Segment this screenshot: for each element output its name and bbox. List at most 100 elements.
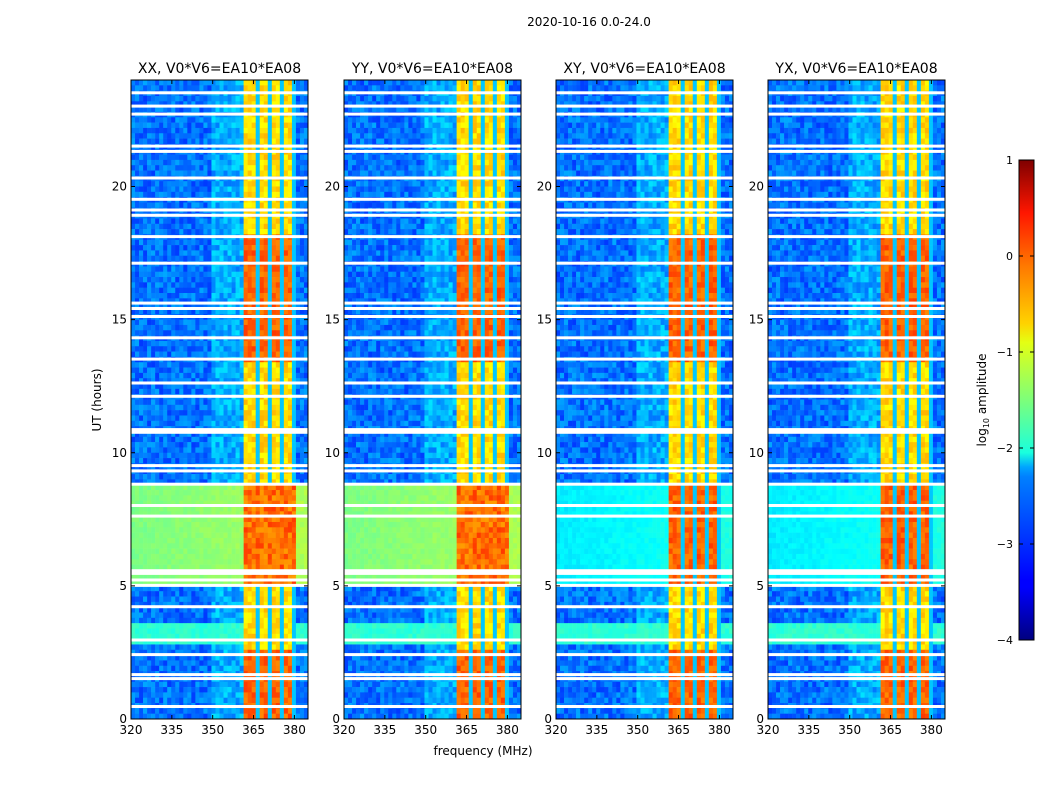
heatmap-cell	[267, 330, 273, 336]
heatmap-cell	[207, 580, 212, 587]
heatmap-cell	[151, 250, 156, 257]
heatmap-cell	[287, 617, 293, 624]
heatmap-cell	[135, 154, 140, 161]
heatmap-cell	[279, 591, 285, 597]
heatmap-cell	[195, 101, 200, 107]
heatmap-cell	[231, 585, 236, 592]
heatmap-cell	[171, 106, 176, 113]
heatmap-cell	[191, 639, 196, 645]
heatmap-cell	[211, 575, 216, 581]
heatmap-cell	[291, 106, 297, 113]
heatmap-cell	[251, 628, 256, 635]
heatmap-cell	[303, 601, 309, 608]
heatmap-cell	[191, 500, 196, 507]
heatmap-cell	[227, 628, 232, 635]
heatmap-cell	[251, 367, 256, 374]
heatmap-cell	[211, 681, 216, 688]
heatmap-cell	[163, 516, 168, 523]
heatmap-cell	[267, 127, 273, 134]
heatmap-cell	[227, 474, 232, 480]
heatmap-cell	[147, 383, 152, 390]
heatmap-cell	[259, 138, 265, 145]
heatmap-cell	[167, 474, 172, 480]
heatmap-cell	[243, 404, 248, 411]
heatmap-cell	[215, 106, 220, 113]
heatmap-cell	[243, 303, 248, 310]
heatmap-cell	[167, 277, 172, 283]
heatmap-cell	[147, 181, 152, 187]
heatmap-cell	[135, 324, 140, 331]
heatmap-cell	[267, 303, 273, 310]
heatmap-cell	[267, 516, 273, 523]
heatmap-cell	[203, 543, 208, 549]
heatmap-cell	[147, 564, 152, 571]
heatmap-cell	[171, 330, 176, 336]
heatmap-cell	[279, 340, 285, 347]
heatmap-cell	[199, 575, 204, 581]
heatmap-cell	[239, 404, 244, 411]
heatmap-cell	[263, 580, 269, 587]
heatmap-cell	[235, 271, 240, 278]
heatmap-cell	[155, 245, 160, 251]
heatmap-cell	[171, 351, 176, 358]
heatmap-cell	[215, 229, 220, 235]
heatmap-cell	[259, 532, 265, 539]
heatmap-cell	[195, 127, 200, 134]
heatmap-cell	[283, 186, 289, 193]
heatmap-cell	[247, 639, 252, 645]
heatmap-cell	[211, 181, 216, 187]
heatmap-cell	[295, 154, 301, 161]
heatmap-cell	[179, 367, 184, 374]
heatmap-cell	[135, 388, 140, 395]
heatmap-cell	[255, 127, 261, 134]
heatmap-cell	[259, 165, 265, 171]
heatmap-cell	[215, 223, 220, 230]
heatmap-cell	[267, 308, 273, 315]
heatmap-cell	[295, 245, 301, 251]
heatmap-cell	[291, 186, 297, 193]
heatmap-cell	[175, 553, 180, 560]
heatmap-cell	[299, 282, 305, 288]
heatmap-cell	[251, 474, 256, 480]
heatmap-cell	[191, 495, 196, 501]
heatmap-cell	[267, 537, 273, 544]
heatmap-cell	[255, 271, 261, 278]
heatmap-cell	[267, 154, 273, 161]
heatmap-cell	[295, 543, 301, 549]
heatmap-cell	[191, 383, 196, 390]
heatmap-cell	[243, 575, 248, 581]
heatmap-cell	[167, 117, 172, 123]
heatmap-cell	[263, 410, 269, 416]
heatmap-cell	[143, 612, 148, 619]
heatmap-cell	[203, 133, 208, 139]
heatmap-cell	[247, 500, 252, 507]
heatmap-cell	[191, 223, 196, 230]
heatmap-cell	[247, 239, 252, 246]
heatmap-cell	[263, 548, 269, 555]
heatmap-cell	[219, 372, 224, 379]
heatmap-cell	[147, 681, 152, 688]
heatmap-cell	[211, 186, 216, 193]
heatmap-cell	[267, 362, 273, 368]
heatmap-cell	[251, 308, 256, 315]
heatmap-cell	[275, 617, 281, 624]
heatmap-cell	[207, 191, 212, 198]
heatmap-cell	[151, 324, 156, 331]
heatmap-cell	[247, 282, 252, 288]
heatmap-cell	[287, 548, 293, 555]
heatmap-cell	[207, 639, 212, 645]
heatmap-cell	[295, 665, 301, 672]
heatmap-cell	[227, 623, 232, 629]
heatmap-cell	[199, 106, 204, 113]
heatmap-cell	[279, 431, 285, 438]
heatmap-cell	[295, 117, 301, 123]
heatmap-cell	[279, 665, 285, 672]
heatmap-cell	[171, 484, 176, 491]
heatmap-cell	[303, 277, 309, 283]
heatmap-cell	[255, 117, 261, 123]
heatmap-cell	[143, 681, 148, 688]
heatmap-cell	[171, 500, 176, 507]
heatmap-cell	[299, 548, 305, 555]
heatmap-cell	[155, 537, 160, 544]
heatmap-cell	[191, 420, 196, 427]
